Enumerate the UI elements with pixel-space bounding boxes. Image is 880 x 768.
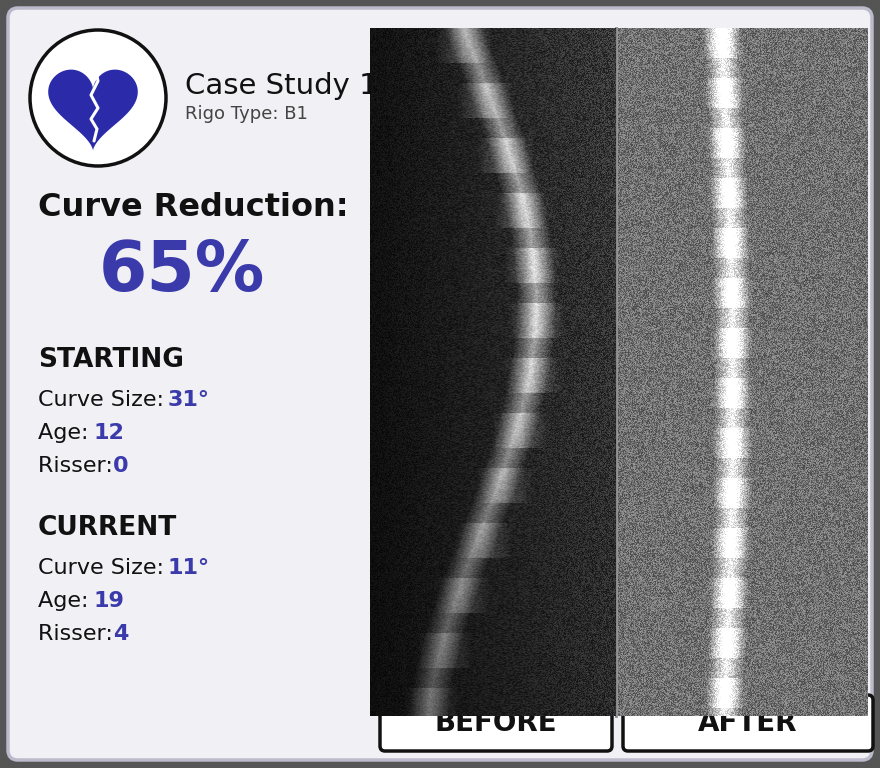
Text: Age:: Age: <box>38 591 96 611</box>
Text: BEFORE: BEFORE <box>435 709 557 737</box>
FancyBboxPatch shape <box>623 695 873 751</box>
Text: STARTING: STARTING <box>38 347 184 373</box>
Text: Curve Size:: Curve Size: <box>38 558 171 578</box>
Text: Curve Reduction:: Curve Reduction: <box>38 193 348 223</box>
Text: 11°: 11° <box>168 558 210 578</box>
Text: 19: 19 <box>93 591 124 611</box>
Circle shape <box>30 30 166 166</box>
Text: Rigo Type: B1: Rigo Type: B1 <box>185 105 308 123</box>
Text: Curve Size:: Curve Size: <box>38 390 171 410</box>
Text: Case Study 1: Case Study 1 <box>185 72 378 100</box>
Text: AFTER: AFTER <box>698 709 798 737</box>
Text: Risser:: Risser: <box>38 456 120 476</box>
Text: 65%: 65% <box>99 239 265 306</box>
FancyBboxPatch shape <box>8 8 872 760</box>
Text: Risser:: Risser: <box>38 624 120 644</box>
Text: 11.1°: 11.1° <box>755 268 817 288</box>
FancyBboxPatch shape <box>380 695 612 751</box>
Text: 31.1°: 31.1° <box>500 236 570 260</box>
Text: 12: 12 <box>93 423 124 443</box>
Text: CURRENT: CURRENT <box>38 515 177 541</box>
Text: 0: 0 <box>113 456 128 476</box>
Polygon shape <box>48 70 138 151</box>
Text: Age:: Age: <box>38 423 96 443</box>
Text: 31°: 31° <box>168 390 210 410</box>
Text: 4: 4 <box>113 624 128 644</box>
